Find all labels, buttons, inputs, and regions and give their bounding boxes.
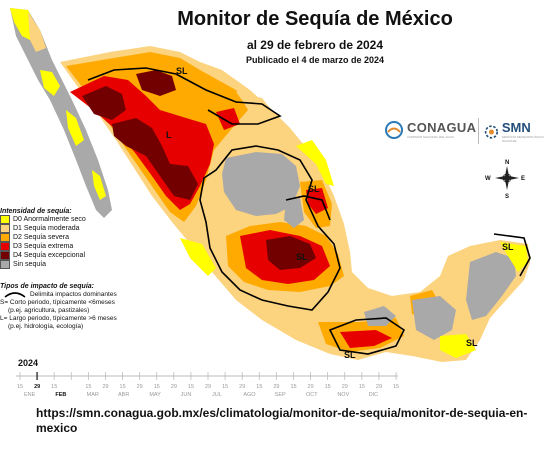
timeline-day-label: 15 [359,384,365,390]
timeline-day-label: 15 [120,384,126,390]
legend-item: D1 Sequía moderada [0,224,86,233]
legend-header: Intensidad de sequía: [0,208,72,215]
timeline-month-label: OCT [306,392,318,398]
compass-n: N [505,160,509,166]
conagua-emblem-icon [385,120,403,139]
conagua-name: CONAGUA [407,120,477,135]
impact-legend: Tipos de impacto de sequía: Delimita imp… [0,283,125,331]
legend-label: D2 Sequía severa [13,234,70,241]
region-label: SL [176,66,188,76]
timeline-day-label: 15 [17,384,23,390]
region-label: L [166,130,172,140]
timeline-day-label: 15 [290,384,296,390]
region-label: SL [466,338,478,348]
smn-name: SMN [501,120,531,135]
timeline-month-label: MAY [149,392,161,398]
legend-swatch [0,251,10,260]
timeline-month-label: FEB [55,392,66,398]
timeline-day-label: 15 [51,384,57,390]
compass-e: E [521,176,525,182]
timeline-day-label: 15 [325,384,331,390]
compass-s: S [505,194,509,200]
timeline-month-label: SEP [275,392,286,398]
region-labels: SL L SL SL SL SL SL [166,66,514,360]
conagua-subtitle: COMISIÓN NACIONAL DEL AGUA [407,135,454,139]
timeline-day-label: 29 [171,384,177,390]
timeline-day-label: 15 [188,384,194,390]
timeline-day-label: 29 [376,384,382,390]
timeline-month-label: ENE [24,392,36,398]
region-label: SL [296,252,308,262]
timeline-day-label: 15 [256,384,262,390]
legend-item: D2 Sequía severa [0,233,86,242]
timeline-month-label: NOV [337,392,349,398]
legend-swatch [0,233,10,242]
logo-divider [478,118,479,144]
timeline: 15 29 15 29 15 29 15 29 15 29 15 29 15 29 15 29 15 29 15 29… [16,372,399,398]
timeline-day-label: 29 [137,384,143,390]
timeline-day-label: 29 [342,384,348,390]
impact-line3: (p.ej. agricultura, pastizales) [8,307,90,314]
timeline-month-label: JUN [181,392,192,398]
timeline-day-label: 29 [273,384,279,390]
timeline-day-label: 29 [102,384,108,390]
smn-logo: SMN SERVICIO METEOROLÓGICO NACIONAL [484,120,550,143]
timeline-month-label: JUL [212,392,222,398]
impact-boundaries [87,67,531,355]
timeline-day-label: 15 [393,384,399,390]
timeline-day-label: 29 [239,384,245,390]
legend-swatch [0,242,10,251]
timeline-month-label: MAR [87,392,99,398]
legend-label: Sin sequía [13,261,47,268]
map-date: al 29 de febrero de 2024 [246,38,384,52]
timeline-day-label: 29 [308,384,314,390]
timeline-day-label: 15 [154,384,160,390]
timeline-day-label: 15 [85,384,91,390]
impact-line2: S= Corto periodo, típicamente <6meses [0,299,115,306]
impact-line4: L= Largo periodo, típicamente >6 meses [0,315,117,322]
smn-emblem-icon [484,124,499,139]
legend-label: D3 Sequía extrema [13,243,74,250]
compass-rose: N S E W [485,160,525,200]
impact-line-key: Delimita impactos dominantes [0,291,125,299]
map-title: Monitor de Sequía de México [177,8,453,30]
legend-item: D4 Sequía excepcional [0,251,86,260]
timeline-month-label: ABR [118,392,129,398]
timeline-year: 2024 [18,358,39,368]
smn-subtitle: SERVICIO METEOROLÓGICO NACIONAL [501,135,544,143]
timeline-month-label: DIC [369,392,379,398]
legend-item: D3 Sequía extrema [0,242,86,251]
impact-line5: (p.ej. hidrología, ecología) [8,323,84,330]
region-label: SL [308,184,320,194]
legend-swatch [0,260,10,269]
legend-label: D0 Anormalmente seco [13,216,86,223]
conagua-logo: CONAGUA COMISIÓN NACIONAL DEL AGUA [385,120,476,139]
impact-line1: Delimita impactos dominantes [30,291,117,298]
legend-label: D4 Sequía excepcional [13,252,85,259]
timeline-day-label: 29 [205,384,211,390]
mainland [60,46,530,362]
source-url[interactable]: https://smn.conagua.gob.mx/es/climatolog… [36,406,528,435]
baja-california [10,8,112,218]
legend-swatch [0,215,10,224]
legend-label: D1 Sequía moderada [13,225,80,232]
timeline-day-label: 29 [34,384,40,390]
legend-swatch [0,224,10,233]
legend-item: D0 Anormalmente seco [0,215,86,224]
timeline-day-label: 15 [222,384,228,390]
boundary-line-icon [4,292,26,298]
timeline-month-label: AGO [243,392,256,398]
legend-item: Sin sequía [0,260,86,269]
region-label: SL [502,242,514,252]
drought-legend: Intensidad de sequía: D0 Anormalmente se… [0,208,86,269]
publication-date: Publicado el 4 de marzo de 2024 [245,55,385,65]
compass-w: W [485,176,491,182]
impact-header: Tipos de impacto de sequía: [0,283,95,290]
region-label: SL [344,350,356,360]
